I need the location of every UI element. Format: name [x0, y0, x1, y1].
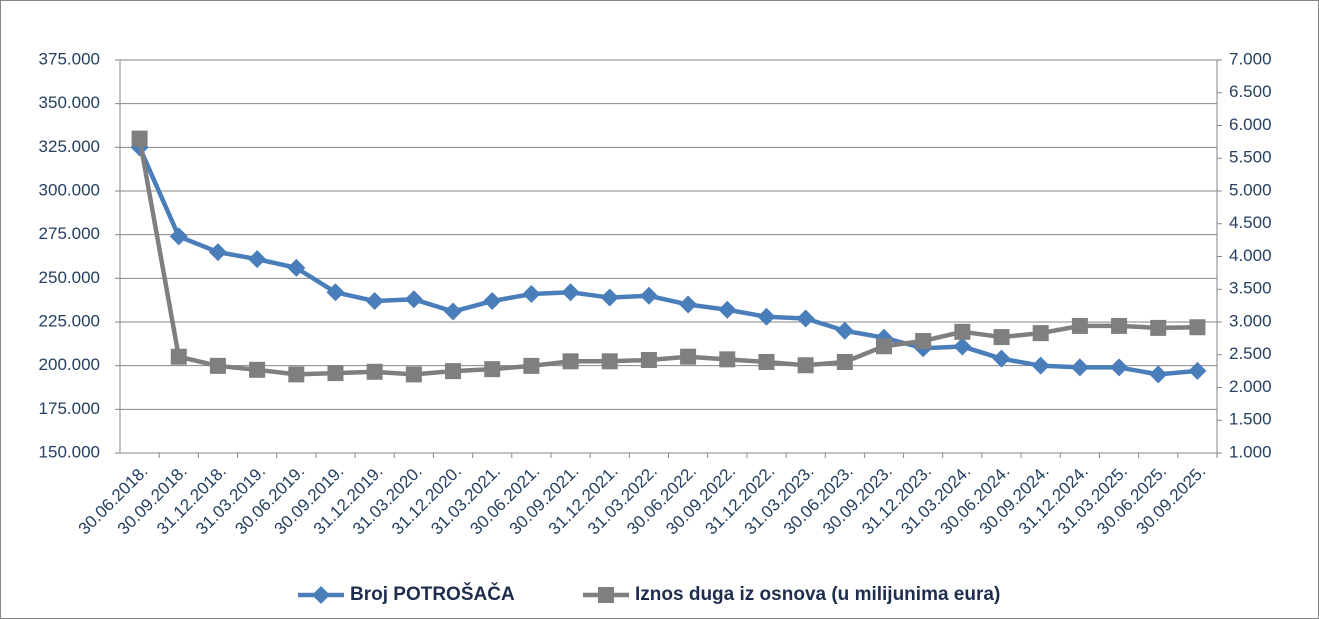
y2-tick-label: 7.000 — [1229, 49, 1272, 68]
data-point — [679, 295, 698, 314]
data-point — [992, 349, 1011, 368]
data-point — [836, 353, 853, 370]
data-point — [404, 290, 423, 309]
data-point — [562, 353, 579, 370]
data-point — [1189, 319, 1206, 336]
data-point — [522, 285, 541, 304]
data-point — [1070, 358, 1089, 377]
data-point — [484, 361, 501, 378]
y-tick-label: 150.000 — [39, 442, 100, 461]
y-tick-label: 350.000 — [39, 93, 100, 112]
data-point — [249, 361, 266, 378]
data-point — [327, 365, 344, 382]
series-line — [137, 138, 1198, 377]
data-point — [131, 130, 148, 147]
y-tick-label: 200.000 — [39, 355, 100, 374]
data-point — [1111, 317, 1128, 334]
y-tick-label: 325.000 — [39, 137, 100, 156]
data-point — [757, 307, 776, 326]
y-tick-label: 275.000 — [39, 224, 100, 243]
data-point — [796, 309, 815, 328]
y2-tick-label: 2.500 — [1229, 344, 1272, 363]
y-tick-label: 300.000 — [39, 180, 100, 199]
data-point — [483, 292, 502, 311]
data-point — [1150, 319, 1167, 336]
y-tick-label: 225.000 — [39, 311, 100, 330]
y2-tick-label: 6.500 — [1229, 82, 1272, 101]
y2-tick-label: 3.500 — [1229, 279, 1272, 298]
data-point — [719, 351, 736, 368]
data-point — [288, 366, 305, 383]
y2-tick-label: 5.500 — [1229, 148, 1272, 167]
data-point — [366, 363, 383, 380]
data-point — [1031, 356, 1050, 375]
y2-tick-label: 2.000 — [1229, 377, 1272, 396]
data-point — [601, 353, 618, 370]
data-point — [718, 300, 737, 319]
legend-marker — [312, 586, 330, 604]
data-point — [523, 357, 540, 374]
legend-label: Broj POTROŠAČA — [350, 583, 515, 605]
y2-tick-label: 1.000 — [1229, 442, 1272, 461]
data-point — [640, 351, 657, 368]
data-point — [170, 348, 187, 365]
data-point — [758, 353, 775, 370]
y2-tick-label: 1.500 — [1229, 410, 1272, 429]
data-point — [444, 302, 463, 321]
y2-tick-label: 3.000 — [1229, 311, 1272, 330]
data-point — [405, 366, 422, 383]
data-point — [287, 258, 306, 277]
legend-marker — [598, 587, 614, 603]
y2-tick-label: 4.000 — [1229, 246, 1272, 265]
data-point — [169, 227, 188, 246]
series-line — [137, 146, 1198, 377]
data-point — [326, 283, 345, 302]
data-point — [797, 357, 814, 374]
data-point — [875, 338, 892, 355]
y-tick-label: 175.000 — [39, 399, 100, 418]
y2-tick-label: 6.000 — [1229, 115, 1272, 134]
y2-tick-label: 4.500 — [1229, 213, 1272, 232]
legend-label: Iznos duga iz osnova (u milijunima eura) — [635, 584, 1000, 605]
data-point — [835, 321, 854, 340]
data-point — [1032, 325, 1049, 342]
data-point — [561, 283, 580, 302]
data-point — [639, 286, 658, 305]
data-point — [1149, 365, 1168, 384]
data-point — [209, 357, 226, 374]
y-tick-label: 250.000 — [39, 268, 100, 287]
data-point — [954, 323, 971, 340]
data-point — [445, 363, 462, 380]
data-point — [993, 329, 1010, 346]
data-point — [680, 348, 697, 365]
data-point — [953, 337, 972, 356]
data-point — [248, 250, 267, 269]
y-tick-label: 375.000 — [39, 49, 100, 68]
data-point — [1188, 361, 1207, 380]
y2-tick-label: 5.000 — [1229, 180, 1272, 199]
data-point — [365, 292, 384, 311]
data-point — [915, 332, 932, 349]
data-point — [1110, 358, 1129, 377]
legend: Broj POTROŠAČA Iznos duga iz osnova (u mi… — [298, 583, 1000, 605]
data-point — [600, 288, 619, 307]
data-point — [208, 243, 227, 262]
data-point — [1071, 317, 1088, 334]
